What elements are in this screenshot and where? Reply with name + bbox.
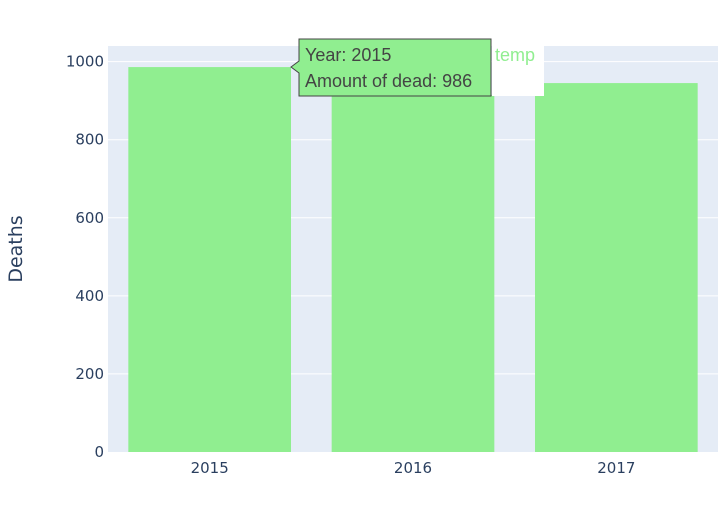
legend-item-temp[interactable]: temp xyxy=(495,45,535,65)
bar-2016[interactable] xyxy=(331,94,495,452)
hover-tooltip: Year: 2015 Amount of dead: 986 xyxy=(290,38,492,97)
x-tick-label-2017: 2017 xyxy=(597,459,635,477)
bars xyxy=(128,67,698,452)
legend-box xyxy=(492,38,544,96)
y-tick-label: 200 xyxy=(75,365,104,383)
hover-tooltip-box xyxy=(290,38,492,97)
y-tick-label: 1000 xyxy=(66,53,104,71)
legend[interactable]: temp xyxy=(492,38,544,96)
y-tick-label: 600 xyxy=(75,209,104,227)
x-tick-label-2015: 2015 xyxy=(191,459,229,477)
bar-2015[interactable] xyxy=(128,67,291,452)
bar-2017[interactable] xyxy=(535,83,698,452)
y-axis-ticks: 0 200 400 600 800 1000 xyxy=(66,53,104,461)
y-tick-label: 0 xyxy=(94,443,104,461)
hover-year-text: Year: 2015 xyxy=(305,45,391,65)
y-tick-label: 400 xyxy=(75,287,104,305)
hover-amount-text: Amount of dead: 986 xyxy=(305,71,472,91)
x-tick-label-2016: 2016 xyxy=(394,459,432,477)
x-axis-ticks: 2015 2016 2017 xyxy=(191,459,636,477)
y-tick-label: 800 xyxy=(75,131,104,149)
y-axis-title: Deaths xyxy=(5,215,27,282)
